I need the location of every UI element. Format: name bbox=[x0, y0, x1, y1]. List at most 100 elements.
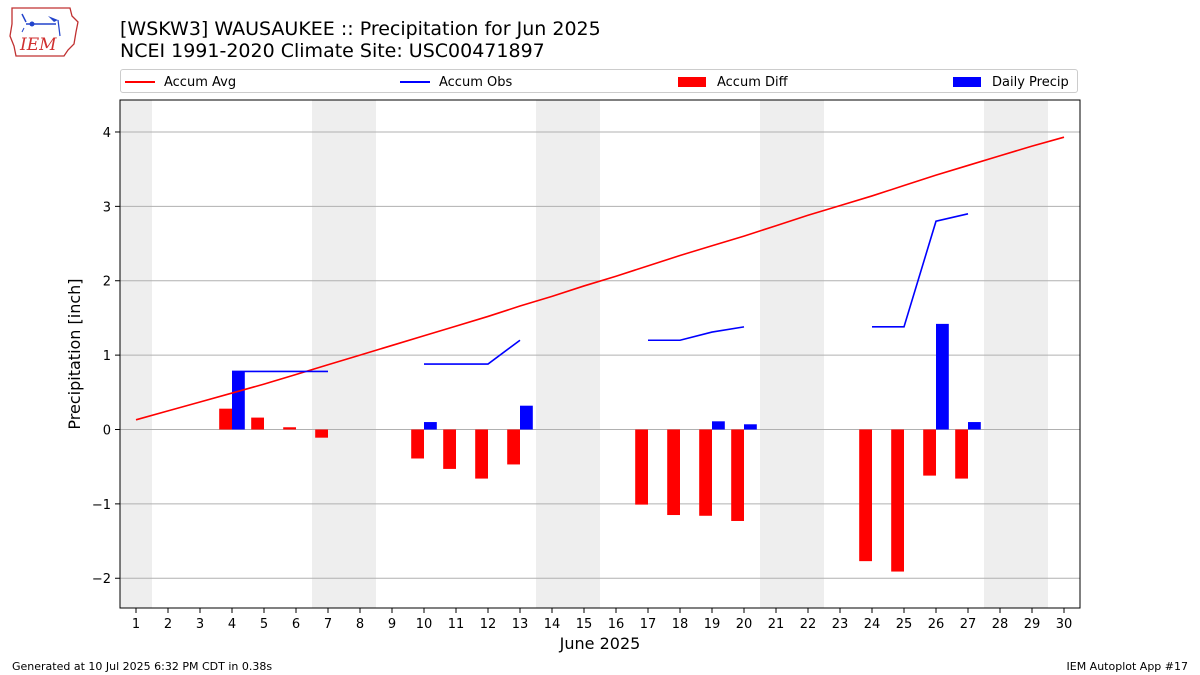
y-tick-label--2: −2 bbox=[92, 572, 111, 587]
x-axis: 1 2 3 4 5 6 7 8 9 10 11 12 13 14 15 16 17 18 19 20 21 22 23 24 2… bbox=[132, 608, 1072, 632]
accum-diff-bar-4 bbox=[219, 408, 232, 430]
x-tick-label-25: 25 bbox=[896, 617, 913, 632]
x-tick-label-5: 5 bbox=[260, 617, 268, 632]
x-tick-label-20: 20 bbox=[736, 617, 753, 632]
accum-diff-bar-26 bbox=[923, 429, 936, 476]
legend-label-accum-diff: Accum Diff bbox=[717, 74, 788, 90]
x-tick-label-12: 12 bbox=[480, 617, 497, 632]
x-tick-label-3: 3 bbox=[196, 617, 204, 632]
accum-lines bbox=[135, 136, 1065, 421]
accum-diff-bar-19 bbox=[699, 429, 712, 516]
legend-item-accum-obs: Accum Obs bbox=[400, 73, 512, 91]
daily-precip-bar-4 bbox=[232, 371, 245, 430]
weekend-shading bbox=[120, 100, 1048, 608]
legend-label-accum-avg: Accum Avg bbox=[164, 74, 237, 90]
legend-swatch-accum-obs bbox=[400, 81, 430, 83]
accum-diff-bar-18 bbox=[667, 429, 680, 516]
accum-avg-line-segment-1 bbox=[135, 136, 1065, 421]
y-axis-label: Precipitation [inch] bbox=[65, 278, 84, 429]
weekend-band-29 bbox=[1016, 100, 1048, 608]
accum-diff-bars bbox=[219, 408, 968, 572]
weekend-band-15 bbox=[568, 100, 600, 608]
accum-diff-bar-10 bbox=[411, 429, 424, 459]
x-tick-label-29: 29 bbox=[1024, 617, 1041, 632]
x-tick-label-26: 26 bbox=[928, 617, 945, 632]
y-tick-label-1: 1 bbox=[103, 349, 111, 364]
accum-diff-bar-6 bbox=[283, 427, 296, 430]
x-tick-label-22: 22 bbox=[800, 617, 817, 632]
accum-obs-line-segment-2 bbox=[424, 339, 521, 365]
x-tick-label-6: 6 bbox=[292, 617, 300, 632]
accum-diff-bar-12 bbox=[475, 429, 488, 479]
y-tick-label-3: 3 bbox=[103, 200, 111, 215]
accum-diff-bar-20 bbox=[731, 429, 744, 521]
x-tick-label-9: 9 bbox=[388, 617, 396, 632]
x-tick-label-7: 7 bbox=[324, 617, 332, 632]
weekend-band-7 bbox=[312, 100, 344, 608]
x-tick-label-16: 16 bbox=[608, 617, 625, 632]
x-tick-label-19: 19 bbox=[704, 617, 721, 632]
daily-precip-bar-20 bbox=[744, 424, 757, 430]
y-tick-label-2: 2 bbox=[103, 275, 111, 290]
x-tick-label-10: 10 bbox=[416, 617, 433, 632]
x-tick-label-27: 27 bbox=[960, 617, 977, 632]
x-tick-label-28: 28 bbox=[992, 617, 1009, 632]
daily-precip-bar-27 bbox=[968, 422, 981, 430]
footer-app: IEM Autoplot App #17 bbox=[1066, 660, 1189, 673]
x-tick-label-14: 14 bbox=[544, 617, 561, 632]
chart-title: [WSKW3] WAUSAUKEE :: Precipitation for J… bbox=[120, 18, 601, 40]
x-tick-label-11: 11 bbox=[448, 617, 465, 632]
daily-precip-bar-10 bbox=[424, 422, 437, 430]
accum-obs-line-segment-4 bbox=[872, 213, 969, 328]
legend-swatch-accum-diff bbox=[678, 77, 706, 87]
legend-label-daily-precip: Daily Precip bbox=[992, 74, 1069, 90]
iem-logo: IEM bbox=[8, 6, 80, 58]
x-axis-label: June 2025 bbox=[559, 634, 641, 653]
accum-diff-bar-11 bbox=[443, 429, 456, 469]
accum-diff-bar-5 bbox=[251, 417, 264, 430]
x-tick-label-30: 30 bbox=[1056, 617, 1073, 632]
footer-generated: Generated at 10 Jul 2025 6:32 PM CDT in … bbox=[12, 660, 273, 673]
accum-diff-bar-25 bbox=[891, 429, 904, 572]
x-tick-label-17: 17 bbox=[640, 617, 657, 632]
x-tick-label-8: 8 bbox=[356, 617, 364, 632]
legend-item-daily-precip: Daily Precip bbox=[953, 73, 1069, 91]
weekend-band-14 bbox=[536, 100, 568, 608]
x-tick-label-23: 23 bbox=[832, 617, 849, 632]
accum-obs-line-segment-3 bbox=[648, 326, 745, 342]
x-tick-label-24: 24 bbox=[864, 617, 881, 632]
legend-item-accum-diff: Accum Diff bbox=[678, 73, 788, 91]
weekend-band-22 bbox=[792, 100, 824, 608]
y-tick-label--1: −1 bbox=[92, 498, 111, 513]
y-tick-label-4: 4 bbox=[103, 126, 111, 141]
logo-text: IEM bbox=[19, 35, 57, 55]
legend: Accum Avg Accum Obs Accum Diff Daily Pre… bbox=[120, 69, 1078, 93]
x-tick-label-15: 15 bbox=[576, 617, 593, 632]
legend-swatch-daily-precip bbox=[953, 77, 981, 87]
daily-precip-bars bbox=[232, 323, 981, 430]
accum-diff-bar-7 bbox=[315, 429, 328, 438]
daily-precip-bar-13 bbox=[520, 405, 533, 430]
x-tick-label-18: 18 bbox=[672, 617, 689, 632]
accum-diff-bar-17 bbox=[635, 429, 648, 505]
daily-precip-bar-19 bbox=[712, 421, 725, 430]
plot-frame bbox=[119, 99, 1081, 609]
y-axis: 4 3 2 1 0 −1 −2 bbox=[92, 126, 120, 587]
accum-diff-bar-27 bbox=[955, 429, 968, 479]
y-tick-label-0: 0 bbox=[103, 423, 111, 438]
x-tick-label-13: 13 bbox=[512, 617, 529, 632]
accum-diff-bar-13 bbox=[507, 429, 520, 465]
weekend-band-1 bbox=[120, 100, 152, 608]
legend-label-accum-obs: Accum Obs bbox=[439, 74, 513, 90]
weekend-band-21 bbox=[760, 100, 792, 608]
x-tick-label-2: 2 bbox=[164, 617, 172, 632]
legend-swatch-accum-avg bbox=[125, 81, 155, 83]
chart-subtitle: NCEI 1991-2020 Climate Site: USC00471897 bbox=[120, 40, 545, 62]
weekend-band-28 bbox=[984, 100, 1016, 608]
legend-item-accum-avg: Accum Avg bbox=[125, 73, 236, 91]
weekend-band-8 bbox=[344, 100, 376, 608]
daily-precip-bar-26 bbox=[936, 323, 949, 430]
accum-diff-bar-24 bbox=[859, 429, 872, 562]
x-tick-label-21: 21 bbox=[768, 617, 785, 632]
